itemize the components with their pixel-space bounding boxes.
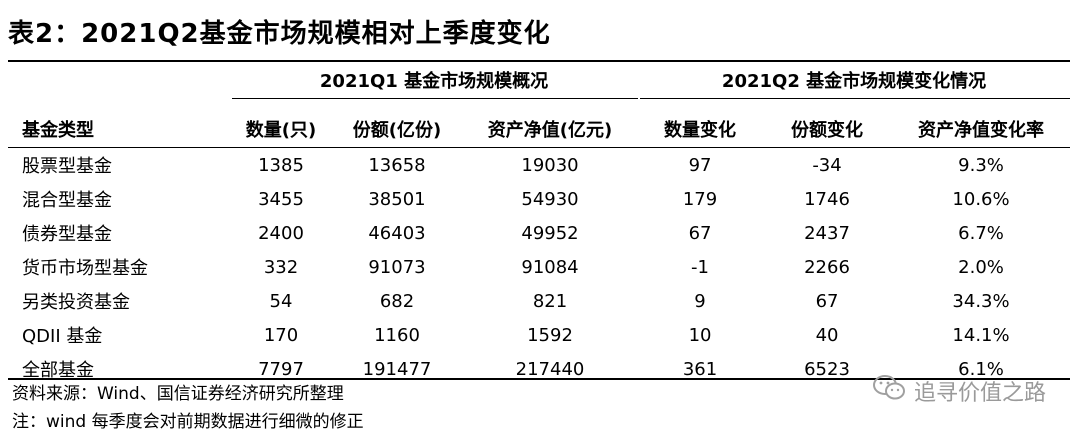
table-cell: 1746 xyxy=(804,188,850,210)
table-cell: 14.1% xyxy=(952,324,1010,346)
table-cell: 混合型基金 xyxy=(22,190,112,211)
group-header-q1: 2021Q1 基金市场规模概况 xyxy=(319,71,549,92)
column-header: 基金类型 xyxy=(22,120,94,141)
watermark: 追寻价值之路 xyxy=(872,374,1046,408)
table-cell: 40 xyxy=(815,324,839,346)
source-note: 资料来源：Wind、国信证券经济研究所整理 xyxy=(12,384,344,404)
table-cell: 332 xyxy=(263,256,299,278)
table-cell: 67 xyxy=(688,222,712,244)
table-row: 混合型基金 3455 38501 54930 179 1746 10.6% xyxy=(8,182,1070,216)
table-cell: 1592 xyxy=(527,324,573,346)
group-underline-q2 xyxy=(640,98,1070,99)
table-cell: 6523 xyxy=(804,358,850,380)
group-header-q2: 2021Q2 基金市场规模变化情况 xyxy=(721,71,987,92)
table-cell: 46403 xyxy=(368,222,426,244)
table-cell: 6.7% xyxy=(958,222,1004,244)
wechat-icon xyxy=(872,374,906,408)
table-cell: 361 xyxy=(682,358,718,380)
table-cell: -1 xyxy=(691,256,709,278)
table-cell: 170 xyxy=(263,324,299,346)
table-cell: 217440 xyxy=(515,358,585,380)
bottom-rule xyxy=(8,378,1070,380)
group-underline-q1 xyxy=(232,98,638,99)
column-header: 份额变化 xyxy=(791,120,864,141)
top-rule xyxy=(8,60,1070,62)
notes: 资料来源：Wind、国信证券经济研究所整理 注：wind 每季度会对前期数据进行… xyxy=(12,380,364,436)
table-cell: 97 xyxy=(688,154,712,176)
table-cell: -34 xyxy=(812,154,842,176)
table-cell: 10.6% xyxy=(952,188,1010,210)
table-row: QDII 基金 170 1160 1592 10 40 14.1% xyxy=(8,318,1070,352)
table-cell: 91084 xyxy=(521,256,579,278)
table-cell: 7797 xyxy=(258,358,304,380)
table-cell: 191477 xyxy=(362,358,432,380)
table-cell: 2.0% xyxy=(958,256,1004,278)
table-cell: 1385 xyxy=(258,154,304,176)
table-cell: 货币市场型基金 xyxy=(22,258,148,279)
table-cell: 2266 xyxy=(804,256,850,278)
table-cell: 9.3% xyxy=(958,154,1004,176)
table-cell: 91073 xyxy=(368,256,426,278)
header-rule xyxy=(8,147,1070,148)
table-cell: QDII 基金 xyxy=(22,326,103,347)
table-cell: 10 xyxy=(688,324,712,346)
table-cell: 3455 xyxy=(258,188,304,210)
fund-market-table: 2021Q1 基金市场规模概况 2021Q2 基金市场规模变化情况 基金类型 数… xyxy=(8,62,1070,386)
column-header: 资产净值(亿元) xyxy=(487,120,613,141)
table-row: 全部基金 7797 191477 217440 361 6523 6.1% xyxy=(8,352,1070,386)
table-cell: 179 xyxy=(682,188,718,210)
table-title: 表2：2021Q2基金市场规模相对上季度变化 xyxy=(8,19,551,49)
table-cell: 债券型基金 xyxy=(22,224,112,245)
table-cell: 34.3% xyxy=(952,290,1010,312)
table-cell: 1160 xyxy=(374,324,420,346)
column-header: 资产净值变化率 xyxy=(918,120,1045,141)
revision-note: 注：wind 每季度会对前期数据进行细微的修正 xyxy=(12,412,364,432)
table-cell: 2437 xyxy=(804,222,850,244)
table-cell: 54930 xyxy=(521,188,579,210)
table-cell: 682 xyxy=(379,290,415,312)
column-header-row: 基金类型 数量(只) 份额(亿份) 资产净值(亿元) 数量变化 份额变化 资产净… xyxy=(8,110,1070,148)
table-cell: 2400 xyxy=(258,222,304,244)
column-header: 数量变化 xyxy=(664,120,737,141)
table-cell: 13658 xyxy=(368,154,426,176)
table-cell: 全部基金 xyxy=(22,360,94,381)
table-row: 另类投资基金 54 682 821 9 67 34.3% xyxy=(8,284,1070,318)
table-cell: 19030 xyxy=(521,154,579,176)
table-row: 债券型基金 2400 46403 49952 67 2437 6.7% xyxy=(8,216,1070,250)
watermark-text: 追寻价值之路 xyxy=(913,381,1046,406)
table-cell: 38501 xyxy=(368,188,426,210)
table-row: 股票型基金 1385 13658 19030 97 -34 9.3% xyxy=(8,148,1070,182)
table-cell: 股票型基金 xyxy=(22,156,112,177)
table-cell: 6.1% xyxy=(958,358,1004,380)
table-cell: 67 xyxy=(815,290,839,312)
table-cell: 54 xyxy=(269,290,293,312)
column-header: 份额(亿份) xyxy=(352,120,442,141)
column-header: 数量(只) xyxy=(245,120,317,141)
table-cell: 9 xyxy=(694,290,706,312)
table-cell: 另类投资基金 xyxy=(22,292,130,313)
table-row: 货币市场型基金 332 91073 91084 -1 2266 2.0% xyxy=(8,250,1070,284)
table-cell: 49952 xyxy=(521,222,579,244)
table-cell: 821 xyxy=(532,290,568,312)
